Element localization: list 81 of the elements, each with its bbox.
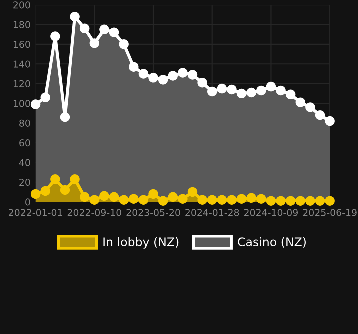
point xyxy=(60,185,70,196)
point xyxy=(286,90,296,100)
x-tick-label: 2022-09-10 xyxy=(68,209,122,216)
point xyxy=(30,100,41,110)
point xyxy=(208,86,218,97)
point xyxy=(50,174,60,184)
point xyxy=(70,12,80,22)
x-tick-label: 2025-06-19 xyxy=(303,209,357,216)
point xyxy=(315,196,326,206)
point xyxy=(276,196,286,206)
point xyxy=(198,195,208,205)
point xyxy=(286,196,296,206)
y-tick-label: 0 xyxy=(26,198,30,206)
point xyxy=(70,174,80,184)
point xyxy=(129,194,139,204)
point xyxy=(50,32,60,42)
point xyxy=(90,38,100,48)
point xyxy=(138,69,149,79)
legend-label: Casino (NZ) xyxy=(238,237,306,248)
point xyxy=(276,86,286,96)
y-tick-label: 200 xyxy=(14,2,30,9)
point xyxy=(217,84,228,94)
x-tick-label: 2024-10-09 xyxy=(244,209,298,216)
point xyxy=(227,195,237,205)
y-tick-label: 20 xyxy=(20,178,30,186)
point xyxy=(178,68,188,78)
point xyxy=(168,192,178,202)
point xyxy=(256,86,266,96)
y-tick-label: 80 xyxy=(20,120,30,127)
point xyxy=(246,88,256,98)
point xyxy=(178,194,188,204)
point xyxy=(138,195,149,205)
point xyxy=(109,192,120,202)
point xyxy=(60,112,70,122)
point xyxy=(90,195,100,205)
point xyxy=(148,73,158,83)
x-tick-label: 2023-05-20 xyxy=(126,209,180,216)
point xyxy=(119,40,129,50)
point xyxy=(119,195,129,205)
point xyxy=(208,195,218,205)
point xyxy=(236,194,247,204)
y-tick-label: 60 xyxy=(20,140,30,147)
point xyxy=(80,192,90,202)
point xyxy=(40,92,50,102)
point xyxy=(129,62,139,72)
legend-label: In lobby (NZ) xyxy=(104,237,179,249)
y-tick-label: 140 xyxy=(14,60,30,68)
point xyxy=(296,98,306,108)
point xyxy=(40,186,50,196)
x-tick-label: 2022-01-01 xyxy=(9,209,62,216)
point xyxy=(198,78,208,88)
point xyxy=(325,196,335,206)
point xyxy=(100,191,110,202)
point xyxy=(236,88,247,99)
point xyxy=(217,195,228,205)
point xyxy=(325,116,335,126)
y-tick-label: 40 xyxy=(19,159,30,166)
point xyxy=(168,71,178,81)
point xyxy=(296,196,306,206)
point xyxy=(315,110,326,120)
point xyxy=(148,189,158,200)
y-tick-label: 100 xyxy=(14,100,30,108)
point xyxy=(109,28,120,38)
point xyxy=(266,82,276,92)
point xyxy=(158,75,168,85)
point xyxy=(158,196,168,206)
point xyxy=(266,196,276,206)
point xyxy=(188,187,198,198)
point xyxy=(80,24,90,34)
point xyxy=(246,193,256,203)
point xyxy=(100,24,110,35)
y-tick-label: 120 xyxy=(14,80,30,88)
point xyxy=(256,194,266,204)
point xyxy=(188,70,198,80)
x-tick-label: 2024-01-28 xyxy=(186,209,240,216)
y-tick-label: 180 xyxy=(14,21,30,28)
point xyxy=(306,102,316,112)
point xyxy=(30,189,41,200)
y-tick-label: 160 xyxy=(14,41,30,48)
point xyxy=(306,196,316,206)
point xyxy=(227,84,237,95)
